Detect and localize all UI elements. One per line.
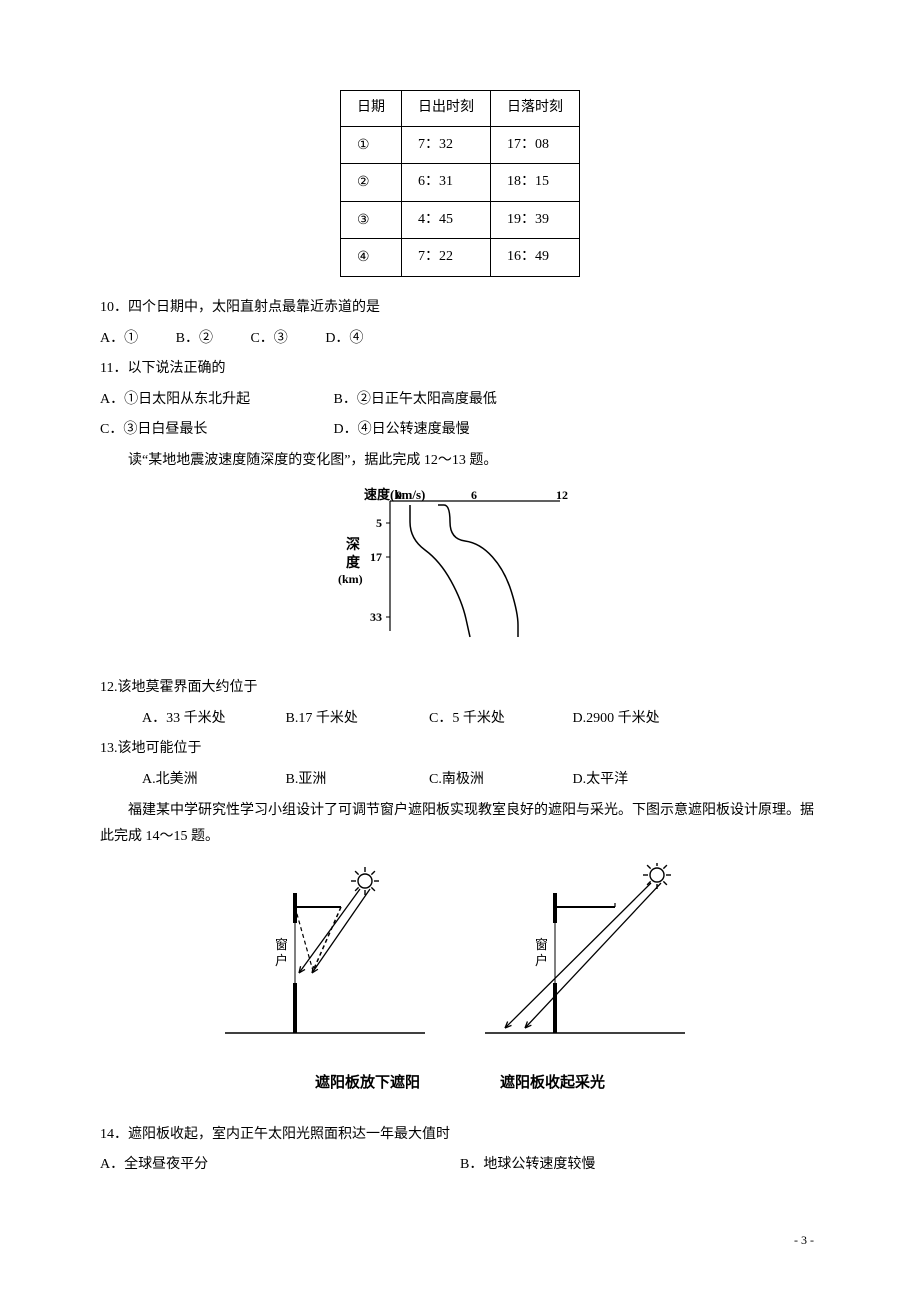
- row2-date: ②: [357, 168, 370, 195]
- svg-text:0: 0: [396, 488, 402, 502]
- q12-opt-a: A．33 千米处: [142, 706, 282, 733]
- q11-line1: A．①日太阳从东北升起 B．②日正午太阳高度最低: [100, 387, 820, 414]
- q12-stem: 12.该地莫霍界面大约位于: [100, 675, 820, 702]
- shade-diagram: 窗户窗户 遮阳板放下遮阳 遮阳板收起采光: [100, 863, 820, 1098]
- q14-opt-a: A．全球昼夜平分: [100, 1152, 460, 1179]
- q13-num: 13.: [100, 741, 118, 756]
- q11-opt-a: A．①日太阳从东北升起: [100, 387, 330, 414]
- th-date: 日期: [341, 91, 402, 127]
- svg-text:33: 33: [370, 610, 382, 624]
- q14-num: 14．: [100, 1127, 128, 1142]
- svg-text:窗: 窗: [275, 937, 288, 952]
- q13-opt-b: B.亚洲: [286, 767, 426, 794]
- table-row: ① 7：32 17：08: [341, 126, 580, 164]
- page-number: - 3 -: [100, 1229, 820, 1252]
- row3-set: 19：39: [491, 201, 580, 239]
- q10-opt-c: C．③: [250, 326, 287, 353]
- sunrise-table: 日期 日出时刻 日落时刻 ① 7：32 17：08 ② 6：31 18：15 ③…: [340, 90, 580, 277]
- q10-num: 10．: [100, 300, 128, 315]
- seismic-svg: 速度(km/s)0 6 12 5 17 33 深度(km): [330, 487, 590, 647]
- q14-opt-b: B．地球公转速度较慢: [460, 1152, 595, 1179]
- q12-opt-c: C．5 千米处: [429, 706, 569, 733]
- table-row: 日期 日出时刻 日落时刻: [341, 91, 580, 127]
- svg-text:速度(km/s): 速度(km/s): [364, 487, 425, 502]
- th-sunrise: 日出时刻: [402, 91, 491, 127]
- intro-14-15: 福建某中学研究性学习小组设计了可调节窗户遮阳板实现教室良好的遮阳与采光。下图示意…: [100, 798, 820, 851]
- th-sunset: 日落时刻: [491, 91, 580, 127]
- svg-text:户: 户: [275, 953, 288, 968]
- row3-date: ③: [357, 206, 370, 233]
- shade-label-left: 遮阳板放下遮阳: [315, 1069, 420, 1098]
- q13-options: A.北美洲 B.亚洲 C.南极洲 D.太平洋: [100, 767, 820, 794]
- q11-line2: C．③日白昼最长 D．④日公转速度最慢: [100, 417, 820, 444]
- q14-text: 遮阳板收起，室内正午太阳光照面积达一年最大值时: [128, 1127, 450, 1142]
- q10-opt-a: A．①: [100, 326, 138, 353]
- q14-options: A．全球昼夜平分 B．地球公转速度较慢: [100, 1152, 820, 1179]
- svg-text:度: 度: [346, 554, 361, 571]
- row2-set: 18：15: [491, 164, 580, 202]
- q12-opt-b: B.17 千米处: [286, 706, 426, 733]
- row1-date: ①: [357, 131, 370, 158]
- shade-label-right: 遮阳板收起采光: [500, 1069, 605, 1098]
- row3-rise: 4：45: [402, 201, 491, 239]
- svg-text:户: 户: [535, 953, 548, 968]
- q10-stem: 10．四个日期中，太阳直射点最靠近赤道的是: [100, 295, 820, 322]
- svg-text:12: 12: [556, 488, 568, 502]
- q12-text: 该地莫霍界面大约位于: [118, 680, 258, 695]
- q13-opt-a: A.北美洲: [142, 767, 282, 794]
- q12-opt-d: D.2900 千米处: [573, 711, 660, 726]
- svg-text:17: 17: [370, 550, 382, 564]
- svg-text:深: 深: [346, 536, 360, 553]
- row4-set: 16：49: [491, 239, 580, 277]
- svg-text:窗: 窗: [535, 937, 548, 952]
- q11-stem: 11．以下说法正确的: [100, 356, 820, 383]
- q10-options: A．① B．② C．③ D．④: [100, 326, 820, 353]
- q13-text: 该地可能位于: [118, 741, 202, 756]
- svg-text:5: 5: [376, 516, 382, 530]
- row4-date: ④: [357, 243, 370, 270]
- q12-options: A．33 千米处 B.17 千米处 C．5 千米处 D.2900 千米处: [100, 706, 820, 733]
- intro-12-13: 读“某地地震波速度随深度的变化图”，据此完成 12～13 题。: [100, 448, 820, 475]
- row1-set: 17：08: [491, 126, 580, 164]
- q10-text: 四个日期中，太阳直射点最靠近赤道的是: [128, 300, 380, 315]
- table-row: ② 6：31 18：15: [341, 164, 580, 202]
- table-row: ③ 4：45 19：39: [341, 201, 580, 239]
- shade-svg: 窗户窗户: [225, 863, 695, 1053]
- q11-num: 11．: [100, 361, 127, 376]
- seismic-chart: 速度(km/s)0 6 12 5 17 33 深度(km): [100, 487, 820, 658]
- q13-opt-c: C.南极洲: [429, 767, 569, 794]
- row2-rise: 6：31: [402, 164, 491, 202]
- svg-text:6: 6: [471, 488, 477, 502]
- q11-text: 以下说法正确的: [127, 361, 225, 376]
- q11-opt-d: D．④日公转速度最慢: [334, 422, 470, 437]
- q10-opt-d: D．④: [325, 326, 363, 353]
- row1-rise: 7：32: [402, 126, 491, 164]
- q13-opt-d: D.太平洋: [573, 772, 629, 787]
- q14-stem: 14．遮阳板收起，室内正午太阳光照面积达一年最大值时: [100, 1122, 820, 1149]
- q11-opt-b: B．②日正午太阳高度最低: [334, 392, 497, 407]
- row4-rise: 7：22: [402, 239, 491, 277]
- q12-num: 12.: [100, 680, 118, 695]
- q10-opt-b: B．②: [176, 326, 213, 353]
- svg-text:(km): (km): [338, 572, 363, 586]
- table-row: ④ 7：22 16：49: [341, 239, 580, 277]
- q13-stem: 13.该地可能位于: [100, 736, 820, 763]
- q11-opt-c: C．③日白昼最长: [100, 417, 330, 444]
